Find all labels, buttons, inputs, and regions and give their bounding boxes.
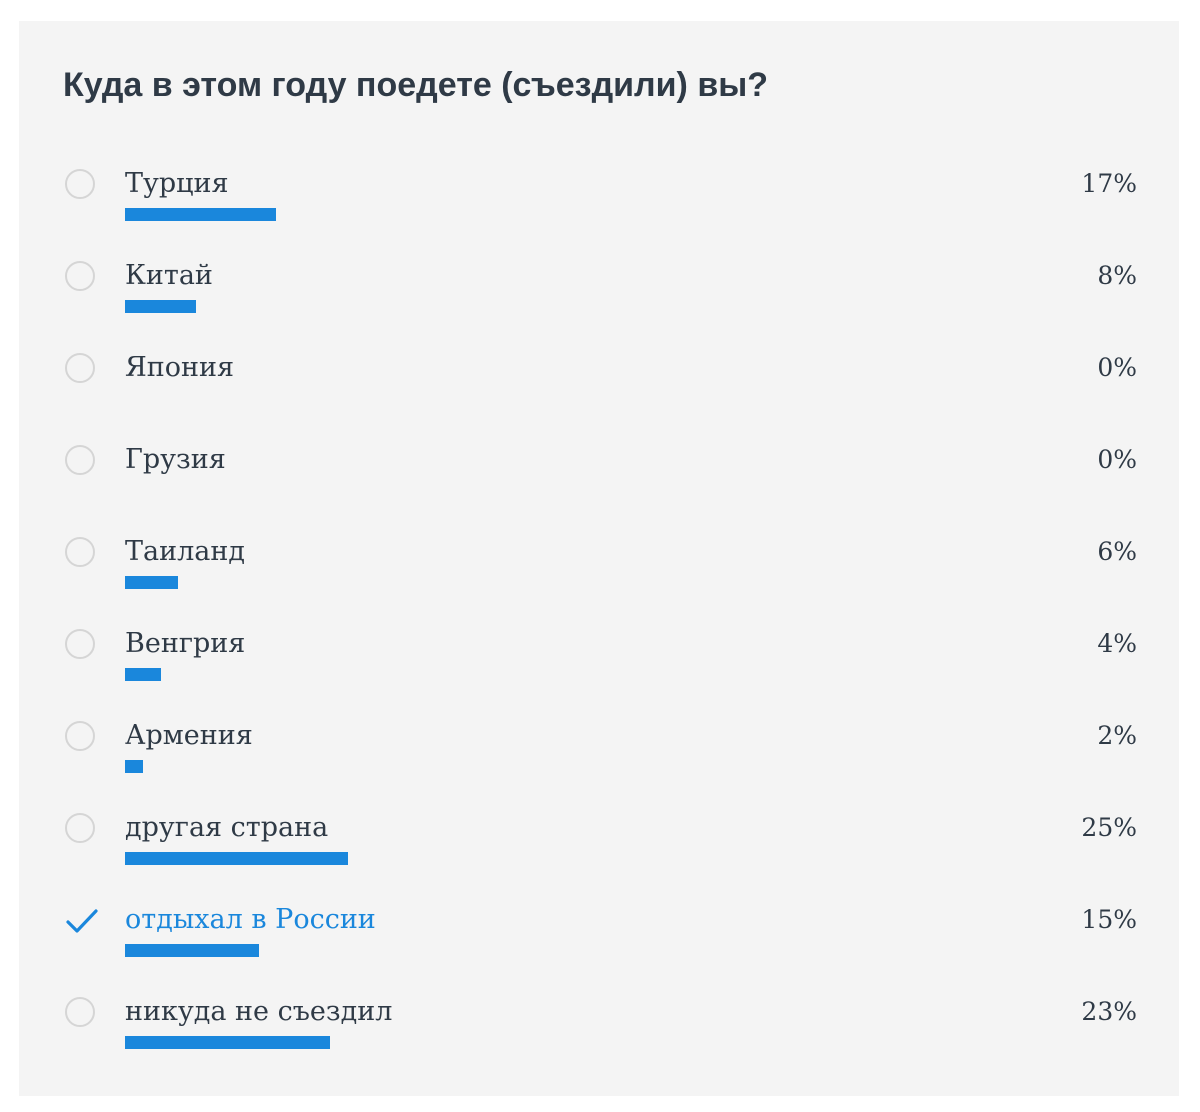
option-label: никуда не съездил bbox=[125, 996, 393, 1027]
radio-button[interactable] bbox=[65, 261, 95, 291]
poll-option[interactable]: отдыхал в России 15% bbox=[63, 902, 1139, 982]
option-percent: 25% bbox=[1081, 813, 1137, 842]
option-percent: 15% bbox=[1081, 905, 1137, 934]
poll-option[interactable]: никуда не съездил 23% bbox=[63, 994, 1139, 1074]
option-label: Венгрия bbox=[125, 628, 246, 659]
option-percent: 17% bbox=[1081, 169, 1137, 198]
option-result-bar bbox=[125, 852, 348, 865]
option-result-bar bbox=[125, 760, 143, 773]
poll-option[interactable]: Венгрия 4% bbox=[63, 626, 1139, 706]
radio-button[interactable] bbox=[65, 537, 95, 567]
option-label: другая страна bbox=[125, 812, 329, 843]
option-result-bar bbox=[125, 576, 178, 589]
option-percent: 0% bbox=[1097, 353, 1137, 382]
option-result-bar bbox=[125, 208, 276, 221]
poll-option[interactable]: Турция 17% bbox=[63, 166, 1139, 246]
radio-button[interactable] bbox=[65, 353, 95, 383]
option-label: Грузия bbox=[125, 444, 226, 475]
option-percent: 4% bbox=[1097, 629, 1137, 658]
radio-button[interactable] bbox=[65, 721, 95, 751]
option-label: Таиланд bbox=[125, 536, 245, 567]
poll-title: Куда в этом году поедете (съездили) вы? bbox=[63, 66, 769, 104]
radio-button[interactable] bbox=[65, 169, 95, 199]
radio-button[interactable] bbox=[65, 629, 95, 659]
poll-option[interactable]: Япония 0% bbox=[63, 350, 1139, 430]
radio-button[interactable] bbox=[65, 997, 95, 1027]
option-percent: 23% bbox=[1081, 997, 1137, 1026]
option-result-bar bbox=[125, 1036, 330, 1049]
option-percent: 0% bbox=[1097, 445, 1137, 474]
option-result-bar bbox=[125, 300, 196, 313]
option-label: Турция bbox=[125, 168, 229, 199]
option-result-bar bbox=[125, 668, 161, 681]
poll-option[interactable]: Таиланд 6% bbox=[63, 534, 1139, 614]
option-percent: 2% bbox=[1097, 721, 1137, 750]
option-percent: 6% bbox=[1097, 537, 1137, 566]
option-label: Китай bbox=[125, 260, 213, 291]
poll-option[interactable]: Грузия 0% bbox=[63, 442, 1139, 522]
poll-option[interactable]: Армения 2% bbox=[63, 718, 1139, 798]
checkmark-icon bbox=[65, 904, 99, 938]
poll-option[interactable]: Китай 8% bbox=[63, 258, 1139, 338]
poll-card: Куда в этом году поедете (съездили) вы? … bbox=[19, 21, 1179, 1096]
option-result-bar bbox=[125, 944, 259, 957]
option-label: Япония bbox=[125, 352, 235, 383]
poll-option[interactable]: другая страна 25% bbox=[63, 810, 1139, 890]
option-percent: 8% bbox=[1097, 261, 1137, 290]
option-label: Армения bbox=[125, 720, 253, 751]
radio-button[interactable] bbox=[65, 445, 95, 475]
option-label: отдыхал в России bbox=[125, 904, 376, 935]
radio-button[interactable] bbox=[65, 813, 95, 843]
